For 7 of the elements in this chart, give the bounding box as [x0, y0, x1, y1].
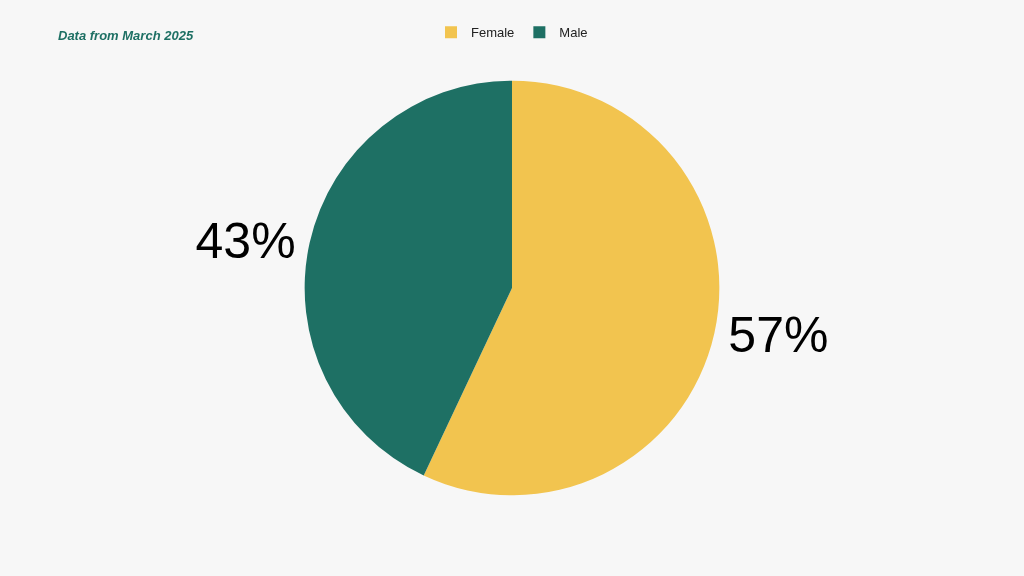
legend-label: Male: [559, 25, 588, 41]
data-label: 57%: [728, 306, 829, 363]
pie-slice: [304, 80, 512, 476]
pie-slice: [423, 80, 720, 496]
data-label: 43%: [195, 213, 296, 270]
legend-label: Female: [471, 25, 515, 41]
text: Data from March 2025: [58, 28, 194, 43]
